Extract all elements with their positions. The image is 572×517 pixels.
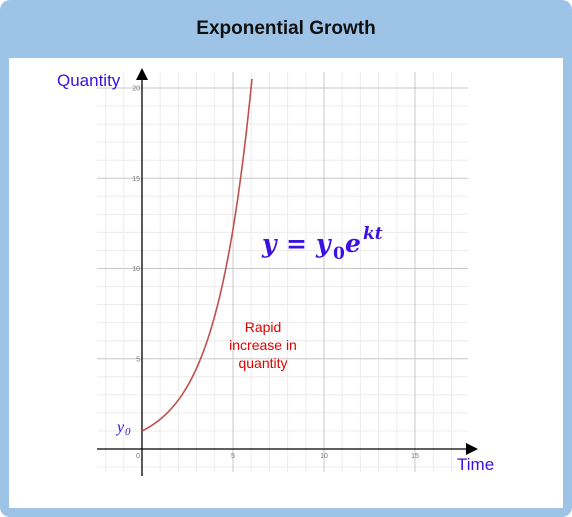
y-tick-label: 15 — [132, 176, 140, 183]
title-bar: Exponential Growth — [0, 0, 572, 58]
y0-label: y 0 — [115, 419, 131, 438]
formula: y = y 0 e kt — [261, 224, 383, 264]
annotation-line-1: Rapid — [245, 319, 282, 335]
y-axis-label: Quantity — [57, 71, 121, 90]
formula-equals: = — [286, 229, 307, 258]
y-tick-label: 20 — [132, 86, 140, 93]
x-axis-label: Time — [457, 455, 494, 474]
formula-y0-subscript: 0 — [333, 244, 345, 264]
y-tick-label: 5 — [136, 356, 140, 363]
minor-grid — [97, 72, 468, 472]
formula-y: y — [261, 229, 278, 258]
x-tick-label: 10 — [320, 453, 328, 460]
y0-subscript: 0 — [125, 426, 131, 438]
formula-y0-base: y — [315, 229, 332, 258]
plot-panel — [9, 58, 563, 508]
annotation-line-2: increase in — [229, 337, 297, 353]
y0-base: y — [115, 419, 125, 436]
x-tick-label: 0 — [136, 453, 140, 460]
formula-e: e — [345, 229, 361, 258]
axes — [97, 68, 478, 476]
x-axis-arrow — [466, 443, 478, 455]
x-tick-label: 5 — [231, 453, 235, 460]
formula-exponent: kt — [363, 224, 383, 244]
page-title: Exponential Growth — [196, 18, 376, 39]
annotation: Rapid increase in quantity — [229, 319, 297, 371]
y-axis-arrow — [136, 68, 148, 80]
x-tick-label: 15 — [411, 453, 419, 460]
exponential-curve — [141, 78, 253, 432]
y-tick-label: 10 — [132, 266, 140, 273]
annotation-line-3: quantity — [238, 355, 287, 371]
tick-labels: 0 5 10 15 5 10 15 20 — [132, 86, 419, 461]
